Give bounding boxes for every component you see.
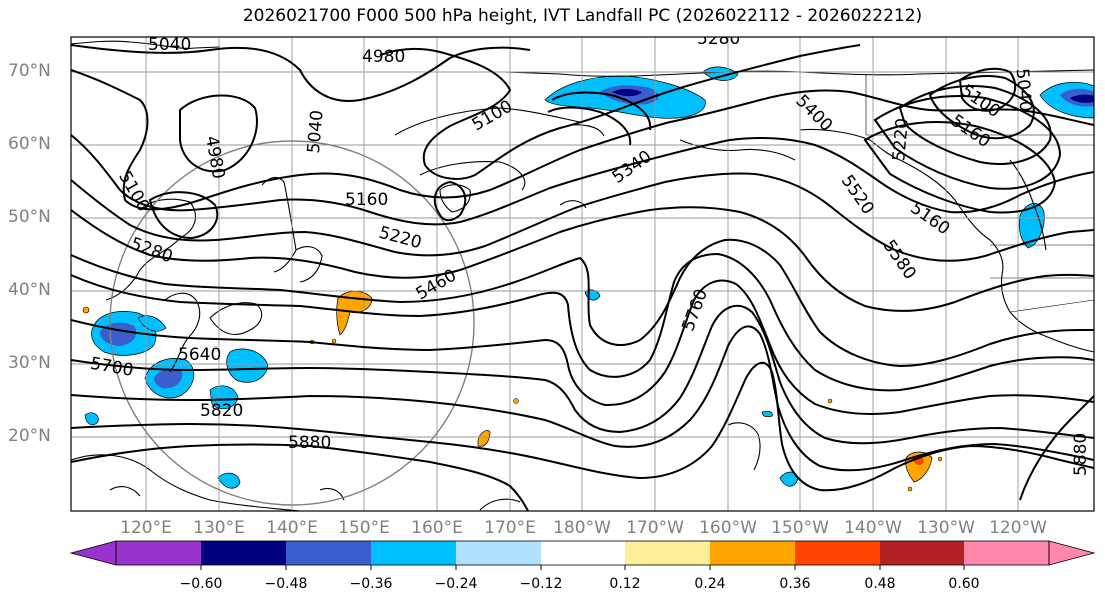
colorbar-tick-label: 0.36 — [779, 576, 811, 592]
colorbar-extend-high — [1048, 540, 1096, 566]
lat-tick-label: 40°N — [8, 280, 51, 300]
lon-tick-label: 170°W — [626, 518, 684, 538]
colorbar-segment — [795, 541, 880, 565]
contour-label: 4980 — [362, 47, 405, 67]
height-contours — [71, 44, 1094, 511]
lon-tick-label: 170°E — [484, 518, 536, 538]
lon-tick-label: 120°W — [989, 518, 1047, 538]
lon-tick-label: 160°W — [699, 518, 757, 538]
colorbar-tick-label: −0.60 — [179, 576, 223, 592]
lat-tick-label: 70°N — [8, 61, 51, 81]
colorbar-tick-label: 0.24 — [694, 576, 726, 592]
contour-label: 5280 — [697, 29, 740, 49]
colorbar-segment — [625, 541, 710, 565]
colorbar-tick-label: −0.12 — [519, 576, 563, 592]
colorbar-segment — [201, 541, 286, 565]
lon-tick-label: 150°W — [771, 518, 829, 538]
lon-tick-label: 160°E — [411, 518, 463, 538]
colorbar-segment — [116, 541, 201, 565]
lat-tick-label: 60°N — [8, 134, 51, 154]
lat-tick-label: 30°N — [8, 353, 51, 373]
lat-tick-label: 20°N — [8, 426, 51, 446]
colorbar-tick-label: −0.48 — [264, 576, 308, 592]
colorbar-segment — [286, 541, 371, 565]
colorbar-tick-label: −0.36 — [349, 576, 393, 592]
lon-tick-label: 140°W — [844, 518, 902, 538]
lon-tick-label: 180°W — [553, 518, 611, 538]
lon-tick-label: 150°E — [338, 518, 390, 538]
colorbar-tick-label: 0.48 — [864, 576, 896, 592]
colorbar-segment — [964, 541, 1049, 565]
lon-tick-label: 130°E — [193, 518, 245, 538]
map-panel — [71, 37, 1094, 511]
contour-label: 5040 — [304, 109, 328, 154]
colorbar — [69, 540, 1096, 570]
lon-tick-label: 120°E — [120, 518, 172, 538]
colorbar-segment — [710, 541, 795, 565]
contour-label: 5040 — [148, 35, 191, 55]
contour-label: 5880 — [1071, 433, 1091, 476]
colorbar-segment — [456, 541, 541, 565]
lat-tick-label: 50°N — [8, 207, 51, 227]
colorbar-tick-label: 0.60 — [948, 576, 980, 592]
contour-label: 5040 — [1012, 68, 1036, 113]
map-border — [70, 36, 1095, 512]
colorbar-segment — [880, 541, 964, 565]
contour-label: 5160 — [345, 190, 388, 210]
colorbar-segment — [371, 541, 456, 565]
lon-tick-label: 140°E — [266, 518, 318, 538]
contour-label: 5640 — [178, 345, 221, 365]
contour-label: 5820 — [200, 401, 243, 421]
range-circle — [109, 140, 475, 506]
page-title: 2026021700 F000 500 hPa height, IVT Land… — [242, 6, 923, 26]
contour-label: 5220 — [889, 117, 913, 162]
contour-label: 5880 — [288, 433, 331, 453]
colorbar-tick-label: 0.12 — [609, 576, 641, 592]
colorbar-tick-label: −0.24 — [434, 576, 478, 592]
lon-tick-label: 130°W — [917, 518, 975, 538]
colorbar-segment — [541, 541, 625, 565]
colorbar-extend-low — [69, 540, 117, 566]
